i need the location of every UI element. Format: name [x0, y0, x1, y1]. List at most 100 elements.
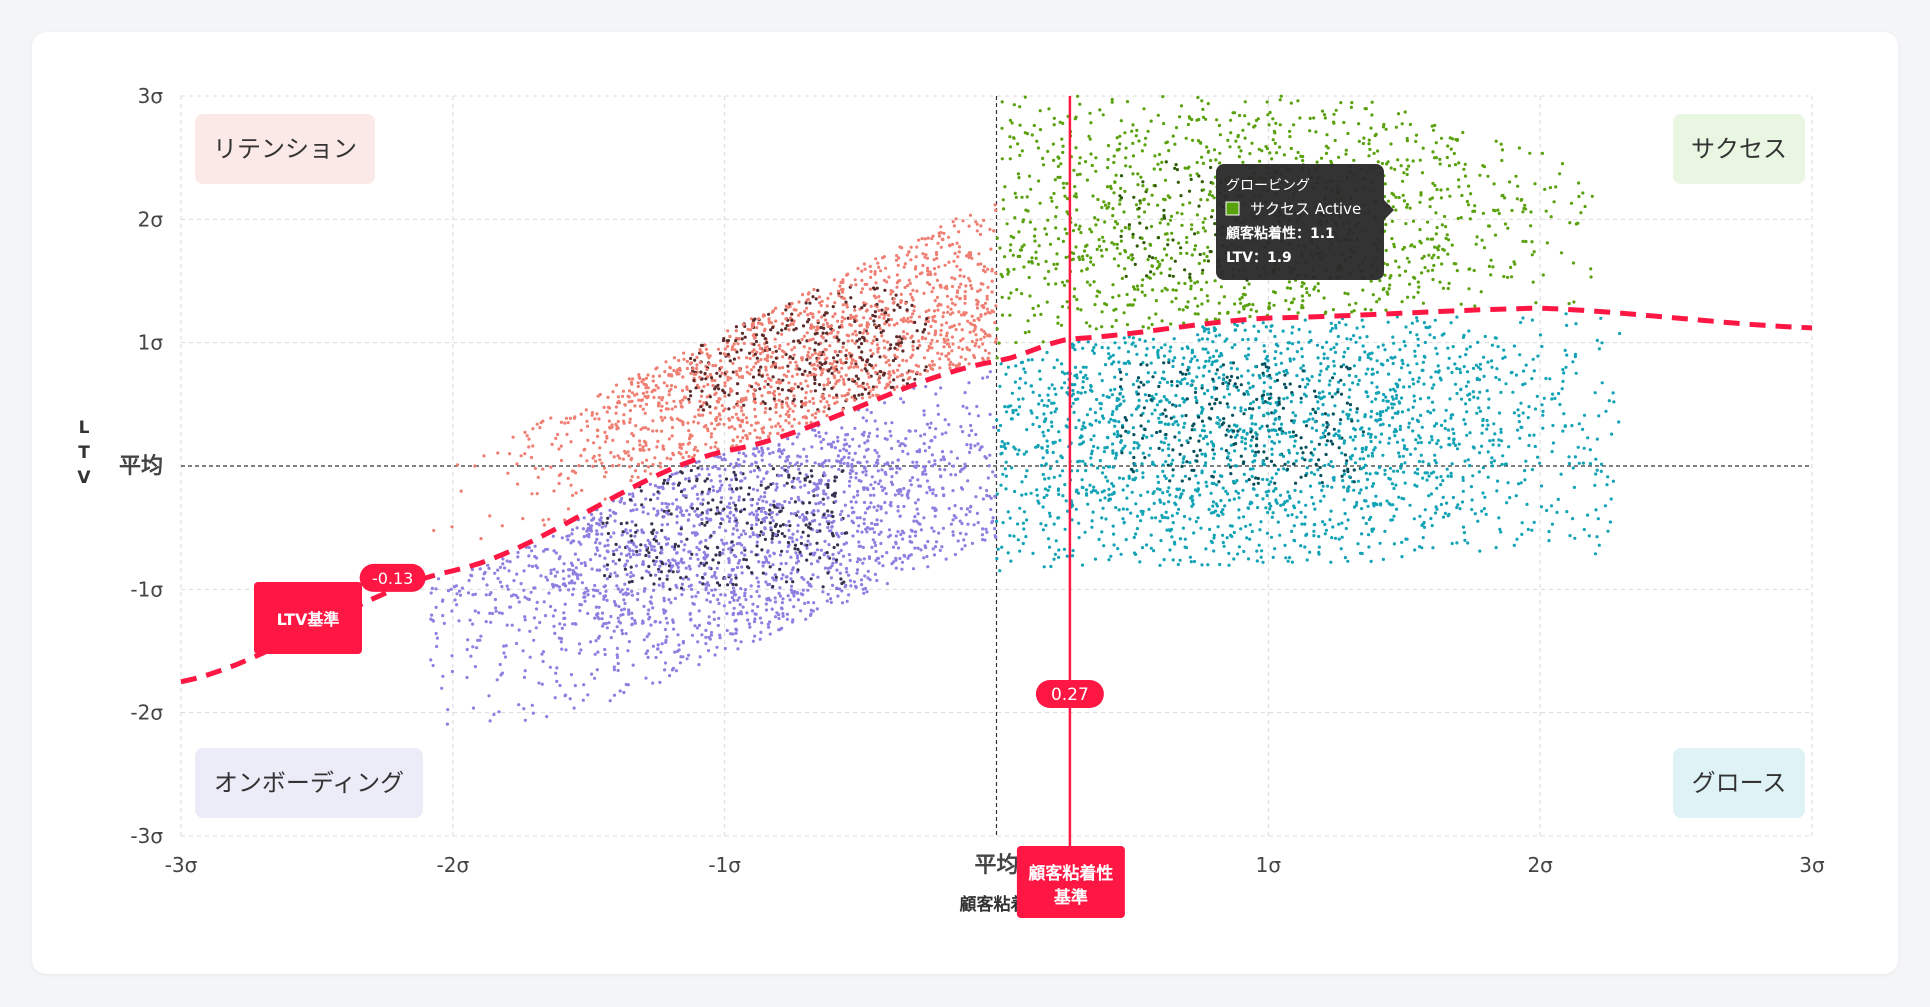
data-point: [695, 355, 699, 359]
data-point: [769, 385, 773, 389]
data-point: [824, 318, 828, 322]
data-point: [994, 337, 999, 341]
data-point: [851, 458, 855, 462]
data-point: [804, 416, 808, 420]
data-point: [840, 457, 844, 461]
data-point: [669, 601, 673, 605]
data-point: [863, 387, 868, 391]
data-point: [969, 443, 973, 447]
data-point: [882, 278, 887, 282]
data-point: [737, 498, 741, 502]
data-point: [1110, 241, 1114, 245]
data-point: [1056, 164, 1060, 168]
data-point: [662, 481, 666, 485]
data-point: [1401, 193, 1405, 197]
data-point: [1176, 180, 1180, 184]
data-point: [643, 411, 647, 415]
data-point: [665, 384, 669, 388]
data-point: [660, 528, 664, 533]
data-point: [753, 634, 757, 638]
data-point: [734, 325, 739, 329]
data-point: [571, 571, 575, 575]
data-point: [636, 381, 640, 385]
data-point: [950, 301, 955, 305]
data-point: [791, 580, 795, 584]
data-point: [1506, 226, 1510, 230]
data-point: [839, 358, 843, 362]
data-point: [810, 353, 815, 357]
data-point: [1094, 156, 1098, 160]
data-point: [960, 347, 965, 351]
data-point: [1138, 201, 1142, 205]
data-point: [951, 362, 955, 367]
data-point: [1421, 301, 1425, 305]
data-point: [466, 591, 471, 595]
data-point: [1140, 236, 1144, 240]
data-point: [1071, 229, 1076, 233]
data-point: [694, 386, 698, 390]
data-point: [976, 300, 980, 304]
data-point: [482, 454, 486, 458]
data-point: [1087, 134, 1091, 138]
data-point: [924, 472, 928, 476]
data-point: [1445, 155, 1449, 160]
data-point: [1032, 123, 1036, 128]
data-point: [958, 268, 963, 272]
data-point: [894, 556, 898, 560]
data-point: [882, 316, 886, 320]
data-point: [1059, 323, 1064, 327]
data-point: [606, 531, 611, 536]
data-point: [694, 594, 698, 598]
data-point: [744, 416, 749, 420]
data-point: [1022, 265, 1026, 269]
data-point: [625, 521, 629, 525]
data-point: [831, 328, 835, 332]
data-point: [776, 449, 781, 453]
data-point: [1201, 268, 1205, 272]
data-point: [551, 534, 555, 538]
data-point: [815, 359, 819, 363]
data-point: [1506, 275, 1510, 279]
data-point: [630, 391, 635, 395]
data-point: [709, 432, 714, 436]
data-point: [1119, 119, 1123, 123]
data-point: [832, 545, 836, 550]
data-point: [1159, 271, 1163, 275]
data-point: [1307, 293, 1312, 297]
data-point: [822, 313, 827, 317]
data-point: [978, 232, 983, 236]
data-point: [735, 350, 739, 354]
data-point: [621, 457, 626, 461]
data-point: [791, 442, 795, 446]
data-point: [1301, 159, 1305, 163]
data-point: [603, 647, 607, 652]
data-point: [1118, 252, 1122, 256]
data-point: [534, 607, 539, 611]
data-point: [932, 553, 937, 557]
data-point: [1432, 253, 1436, 257]
data-point: [658, 374, 662, 378]
data-point: [664, 542, 669, 547]
data-point: [731, 490, 735, 494]
data-point: [806, 409, 811, 413]
data-point: [735, 528, 739, 532]
data-point: [753, 352, 757, 356]
data-point: [900, 560, 905, 564]
data-point: [1001, 198, 1005, 202]
data-point: [759, 483, 763, 487]
data-point: [776, 529, 781, 534]
data-point: [1193, 244, 1198, 248]
data-point: [745, 521, 749, 525]
data-point: [723, 347, 727, 351]
data-point: [879, 330, 883, 335]
data-point: [877, 295, 881, 299]
data-point: [957, 322, 961, 326]
data-point: [865, 308, 869, 312]
data-point: [902, 330, 906, 334]
data-point: [995, 327, 999, 331]
data-point: [1265, 147, 1269, 151]
data-point: [729, 573, 733, 577]
data-point: [1278, 123, 1282, 127]
data-point: [1072, 168, 1076, 172]
data-point: [1050, 199, 1054, 203]
